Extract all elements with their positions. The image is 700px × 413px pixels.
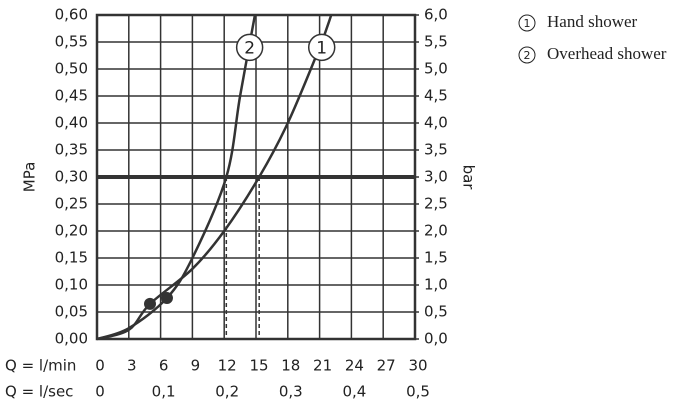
curve (96, 14, 257, 341)
y-tick-label: 0,10 (55, 276, 88, 294)
x2-tick-label: 0,5 (406, 383, 430, 401)
legend-symbol (518, 14, 536, 32)
legend-symbol-label: 2 (524, 49, 531, 62)
x-tick-label: 30 (408, 357, 427, 375)
legend-label: Overhead shower (547, 44, 667, 63)
x-tick-label: 3 (127, 357, 137, 375)
y2-tick-label: 4,5 (424, 87, 448, 105)
x2-tick-label: 0,3 (279, 383, 303, 401)
y2-tick-label: 1,5 (424, 249, 448, 267)
y2-tick-label: 2,0 (424, 222, 448, 240)
y-tick-label: 0,35 (55, 141, 88, 159)
x2-tick-label: 0,4 (342, 383, 366, 401)
y-tick-label: 0,55 (55, 33, 88, 51)
x-tick-label: 21 (313, 357, 332, 375)
x2-axis-label: Q = l/sec (5, 383, 73, 401)
y2-axis-label: bar (460, 165, 478, 191)
x2-tick-label: 0 (95, 383, 105, 401)
y-tick-label: 0,20 (55, 222, 88, 240)
y-tick-label: 0,60 (55, 6, 88, 24)
curve-label-circle (235, 33, 264, 62)
y2-tick-label: 3,5 (424, 141, 448, 159)
y-tick-label: 0,40 (55, 114, 88, 132)
y2-tick-label: 3,0 (424, 168, 448, 186)
y-tick-label: 0,45 (55, 87, 88, 105)
x-tick-label: 27 (377, 357, 396, 375)
x-tick-label: 0 (95, 357, 105, 375)
legend-symbol-label: 1 (524, 17, 531, 30)
y-tick-label: 0,00 (55, 330, 88, 348)
y2-tick-label: 6,0 (424, 6, 448, 24)
legend-symbol (518, 46, 536, 64)
y-tick-label: 0,15 (55, 249, 88, 267)
y2-tick-label: 5,0 (424, 60, 448, 78)
y2-tick-label: 1,0 (424, 276, 448, 294)
y2-tick-label: 0,5 (424, 303, 448, 321)
operating-point (144, 297, 156, 310)
x2-tick-label: 0,1 (152, 383, 176, 401)
x-tick-label: 6 (159, 357, 169, 375)
x-tick-label: 18 (281, 357, 300, 375)
y2-tick-label: 4,0 (424, 114, 448, 132)
x-tick-label: 24 (345, 357, 364, 375)
x-tick-label: 12 (218, 357, 237, 375)
curve-label: 1 (316, 38, 327, 58)
x2-tick-label: 0,2 (215, 383, 239, 401)
operating-point (160, 291, 173, 304)
y-tick-label: 0,05 (55, 303, 88, 321)
y2-tick-label: 2,5 (424, 195, 448, 213)
y2-tick-label: 0,0 (424, 330, 448, 348)
x-axis-label: Q = l/min (5, 357, 76, 375)
curve-label-circle (307, 33, 336, 62)
y-tick-label: 0,25 (55, 195, 88, 213)
x-tick-label: 9 (191, 357, 201, 375)
curve-label: 2 (244, 38, 255, 58)
x-tick-label: 15 (249, 357, 268, 375)
y2-tick-label: 5,5 (424, 33, 448, 51)
y-axis-label: MPa (21, 162, 39, 193)
y-tick-label: 0,50 (55, 60, 88, 78)
legend-label: Hand shower (547, 12, 638, 31)
y-tick-label: 0,30 (55, 168, 88, 186)
